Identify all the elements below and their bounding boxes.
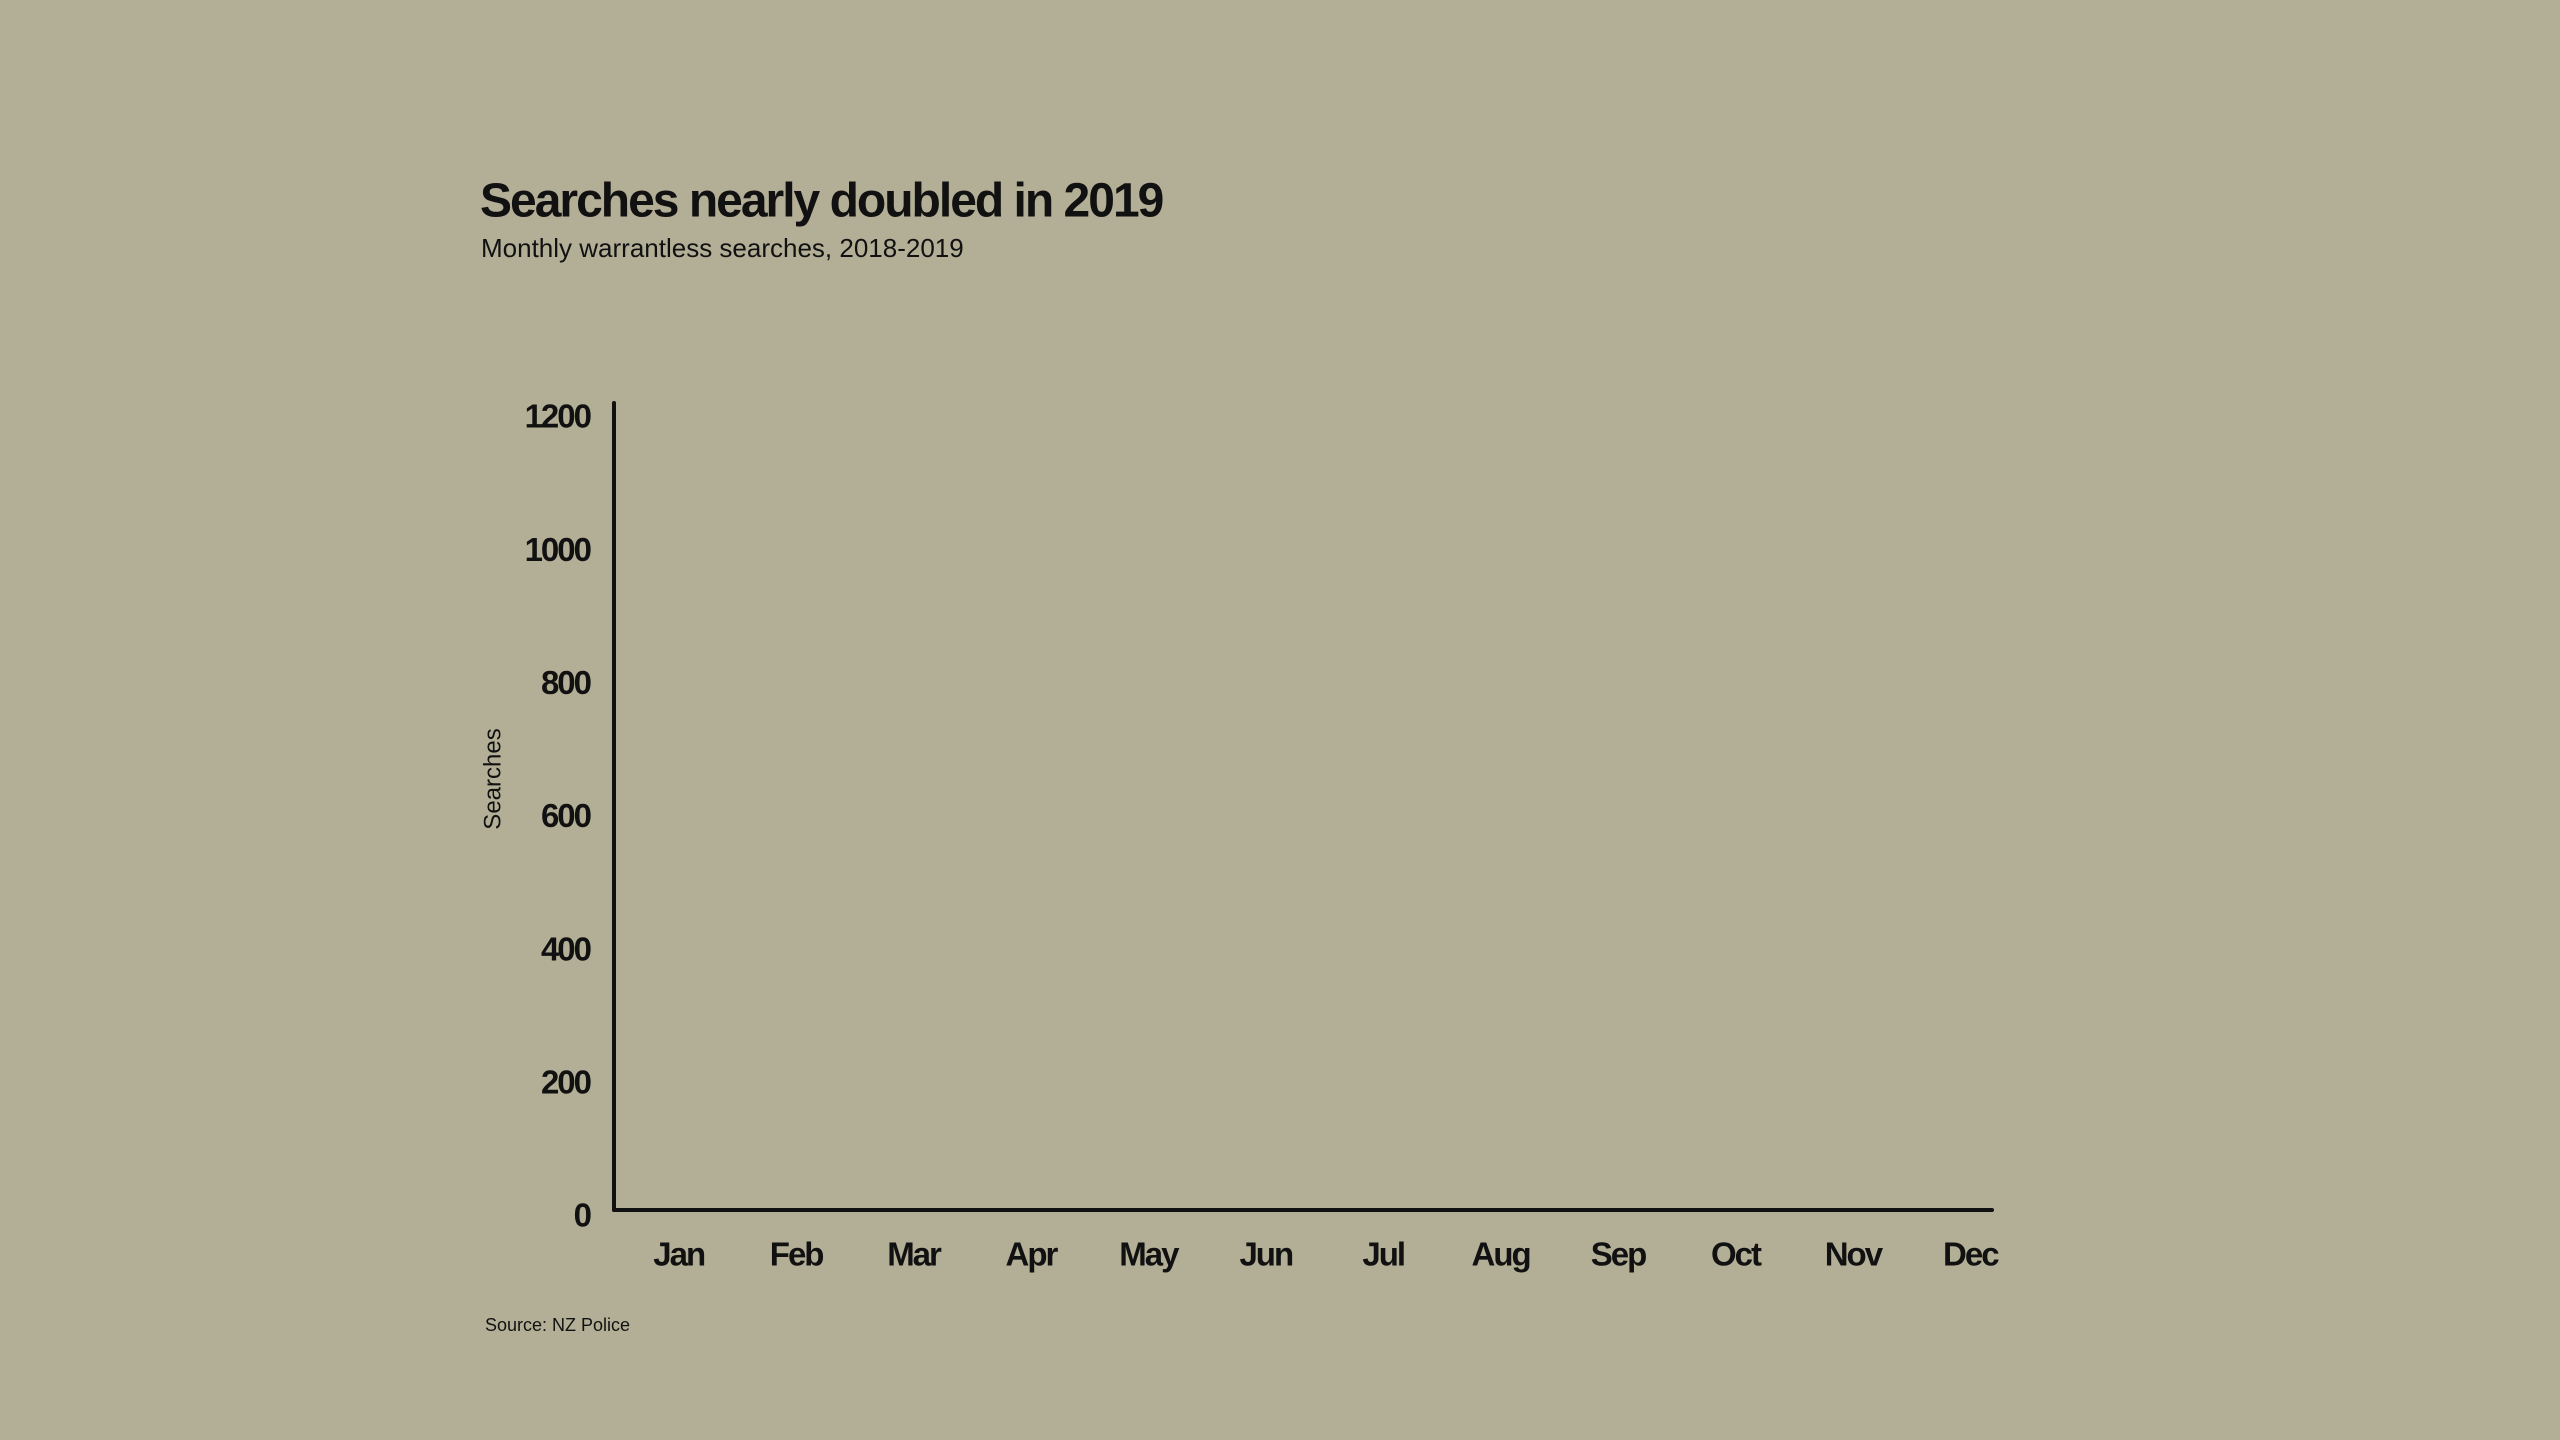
x-tick-label: Apr (1006, 1236, 1059, 1273)
x-tick-label: Jun (1239, 1236, 1293, 1273)
chart-subtitle: Monthly warrantless searches, 2018-2019 (481, 233, 964, 263)
x-tick-label: Sep (1591, 1236, 1646, 1273)
x-tick-label: May (1119, 1236, 1180, 1273)
y-tick-label: 1200 (525, 398, 591, 435)
y-tick-label: 800 (541, 664, 591, 701)
x-tick-label: Mar (887, 1236, 942, 1273)
x-tick-label: Jan (653, 1236, 705, 1273)
x-tick-label: Aug (1472, 1236, 1530, 1273)
chart-title: Searches nearly doubled in 2019 (480, 175, 1163, 228)
y-tick-label: 600 (541, 797, 591, 834)
x-tick-label: Dec (1943, 1236, 1999, 1273)
y-tick-label: 400 (541, 930, 591, 967)
y-tick-label: 0 (574, 1197, 591, 1234)
y-tick-label: 200 (541, 1064, 591, 1101)
y-tick-label: 1000 (525, 531, 591, 568)
x-tick-label: Jul (1362, 1236, 1404, 1273)
x-tick-label: Oct (1711, 1236, 1762, 1273)
x-tick-label: Nov (1825, 1236, 1884, 1273)
source-note: Source: NZ Police (485, 1315, 630, 1335)
y-axis-label: Searches (479, 728, 506, 829)
x-tick-label: Feb (770, 1236, 824, 1273)
